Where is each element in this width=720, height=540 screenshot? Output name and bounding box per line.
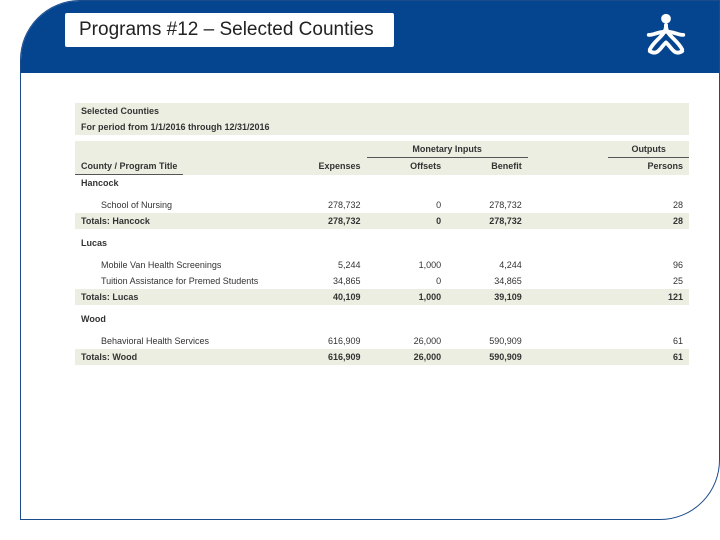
header-bar: Programs #12 – Selected Counties xyxy=(21,1,719,73)
col-expenses: Expenses xyxy=(286,158,367,175)
program-row: School of Nursing278,7320278,73228 xyxy=(75,197,689,213)
tot-persons: 28 xyxy=(608,213,689,229)
cell-persons: 61 xyxy=(608,333,689,349)
cell-expenses: 278,732 xyxy=(286,197,367,213)
page-title: Programs #12 – Selected Counties xyxy=(65,13,394,47)
cell-expenses: 34,865 xyxy=(286,273,367,289)
col-persons: Persons xyxy=(608,158,689,175)
cell-benefit: 278,732 xyxy=(447,197,528,213)
cell-expenses: 616,909 xyxy=(286,333,367,349)
cell-persons: 28 xyxy=(608,197,689,213)
tot-expenses: 40,109 xyxy=(286,289,367,305)
section-outputs: Outputs xyxy=(608,141,689,158)
col-benefit: Benefit xyxy=(447,158,528,175)
tot-expenses: 278,732 xyxy=(286,213,367,229)
cell-offsets: 1,000 xyxy=(367,257,448,273)
totals-label: Totals: Hancock xyxy=(75,213,286,229)
tot-offsets: 1,000 xyxy=(367,289,448,305)
tot-benefit: 278,732 xyxy=(447,213,528,229)
cell-benefit: 4,244 xyxy=(447,257,528,273)
cell-benefit: 590,909 xyxy=(447,333,528,349)
tot-persons: 61 xyxy=(608,349,689,365)
tot-expenses: 616,909 xyxy=(286,349,367,365)
col-offsets: Offsets xyxy=(367,158,448,175)
totals-label: Totals: Wood xyxy=(75,349,286,365)
tot-offsets: 0 xyxy=(367,213,448,229)
cell-offsets: 0 xyxy=(367,197,448,213)
tot-benefit: 590,909 xyxy=(447,349,528,365)
program-title: Tuition Assistance for Premed Students xyxy=(75,273,286,289)
report-table: Selected Counties For period from 1/1/20… xyxy=(75,103,689,371)
tot-benefit: 39,109 xyxy=(447,289,528,305)
program-row: Mobile Van Health Screenings5,2441,0004,… xyxy=(75,257,689,273)
county-totals: Totals: Lucas40,1091,00039,109 121 xyxy=(75,289,689,305)
cell-offsets: 26,000 xyxy=(367,333,448,349)
report-card: Programs #12 – Selected Counties Selecte… xyxy=(20,0,720,520)
report-body: Selected Counties For period from 1/1/20… xyxy=(75,103,689,371)
report-period: For period from 1/1/2016 through 12/31/2… xyxy=(75,119,689,135)
cell-offsets: 0 xyxy=(367,273,448,289)
program-title: Mobile Van Health Screenings xyxy=(75,257,286,273)
county-header: Hancock xyxy=(75,175,689,191)
county-header: Lucas xyxy=(75,235,689,251)
cell-persons: 25 xyxy=(608,273,689,289)
col-title: County / Program Title xyxy=(75,158,183,175)
program-title: Behavioral Health Services xyxy=(75,333,286,349)
report-title: Selected Counties xyxy=(75,103,689,119)
tot-offsets: 26,000 xyxy=(367,349,448,365)
brand-logo-icon xyxy=(639,9,693,63)
cell-benefit: 34,865 xyxy=(447,273,528,289)
program-title: School of Nursing xyxy=(75,197,286,213)
county-header: Wood xyxy=(75,311,689,327)
cell-expenses: 5,244 xyxy=(286,257,367,273)
cell-persons: 96 xyxy=(608,257,689,273)
program-row: Tuition Assistance for Premed Students34… xyxy=(75,273,689,289)
county-totals: Totals: Wood616,90926,000590,909 61 xyxy=(75,349,689,365)
program-row: Behavioral Health Services616,90926,0005… xyxy=(75,333,689,349)
totals-label: Totals: Lucas xyxy=(75,289,286,305)
county-totals: Totals: Hancock278,7320278,73228 xyxy=(75,213,689,229)
tot-persons: 121 xyxy=(608,289,689,305)
section-monetary: Monetary Inputs xyxy=(367,141,528,158)
